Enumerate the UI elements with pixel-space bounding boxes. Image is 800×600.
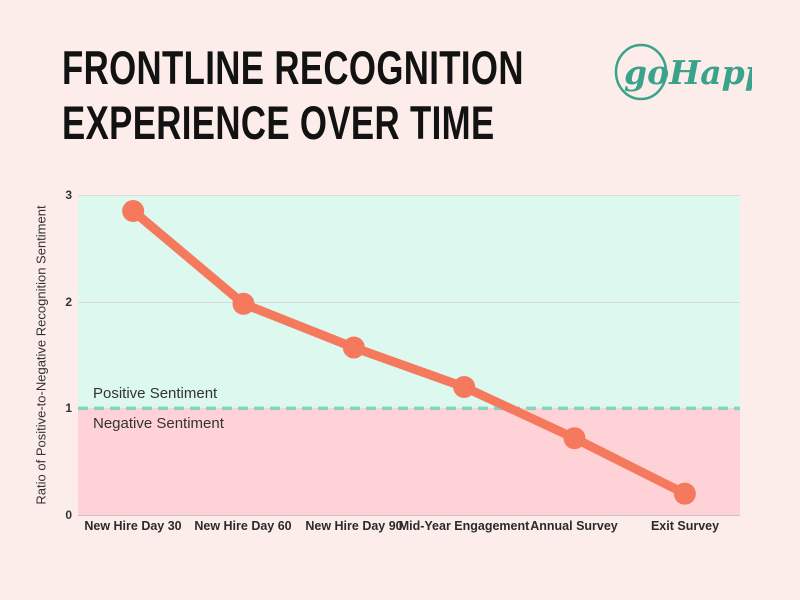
x-tick-label-new-hire-day-90: New Hire Day 90 [305, 519, 403, 533]
x-tick-label-annual-survey: Annual Survey [530, 519, 618, 533]
logo-circle-icon [614, 43, 668, 101]
negative-sentiment-label: Negative Sentiment [93, 415, 224, 432]
x-tick-label-new-hire-day-60: New Hire Day 60 [194, 519, 292, 533]
gridline-3 [78, 195, 740, 196]
y-axis-title: Ratio of Positive-to-Negative Recognitio… [33, 205, 49, 505]
x-tick-label-exit-survey: Exit Survey [650, 519, 720, 533]
positive-sentiment-label: Positive Sentiment [93, 385, 218, 402]
logo-text: goHappy [624, 53, 752, 92]
y-tick-label-1: 1 [65, 401, 72, 415]
y-tick-label-2: 2 [65, 295, 72, 309]
x-tick-label-new-hire-day-30: New Hire Day 30 [84, 519, 182, 533]
gridline-2 [78, 302, 740, 303]
gohappy-logo: goHappy [614, 43, 752, 101]
y-tick-label-0: 0 [65, 508, 72, 522]
x-tick-label-mid-year-engagement: Mid-Year Engagement [398, 519, 530, 533]
x-axis-line [78, 515, 740, 516]
page-title-line2: EXPERIENCE OVER TIME [62, 96, 495, 149]
page-title: FRONTLINE RECOGNITION EXPERIENCE OVER TI… [62, 40, 524, 150]
y-tick-label-3: 3 [65, 188, 72, 202]
page-title-line1: FRONTLINE RECOGNITION [62, 41, 524, 94]
